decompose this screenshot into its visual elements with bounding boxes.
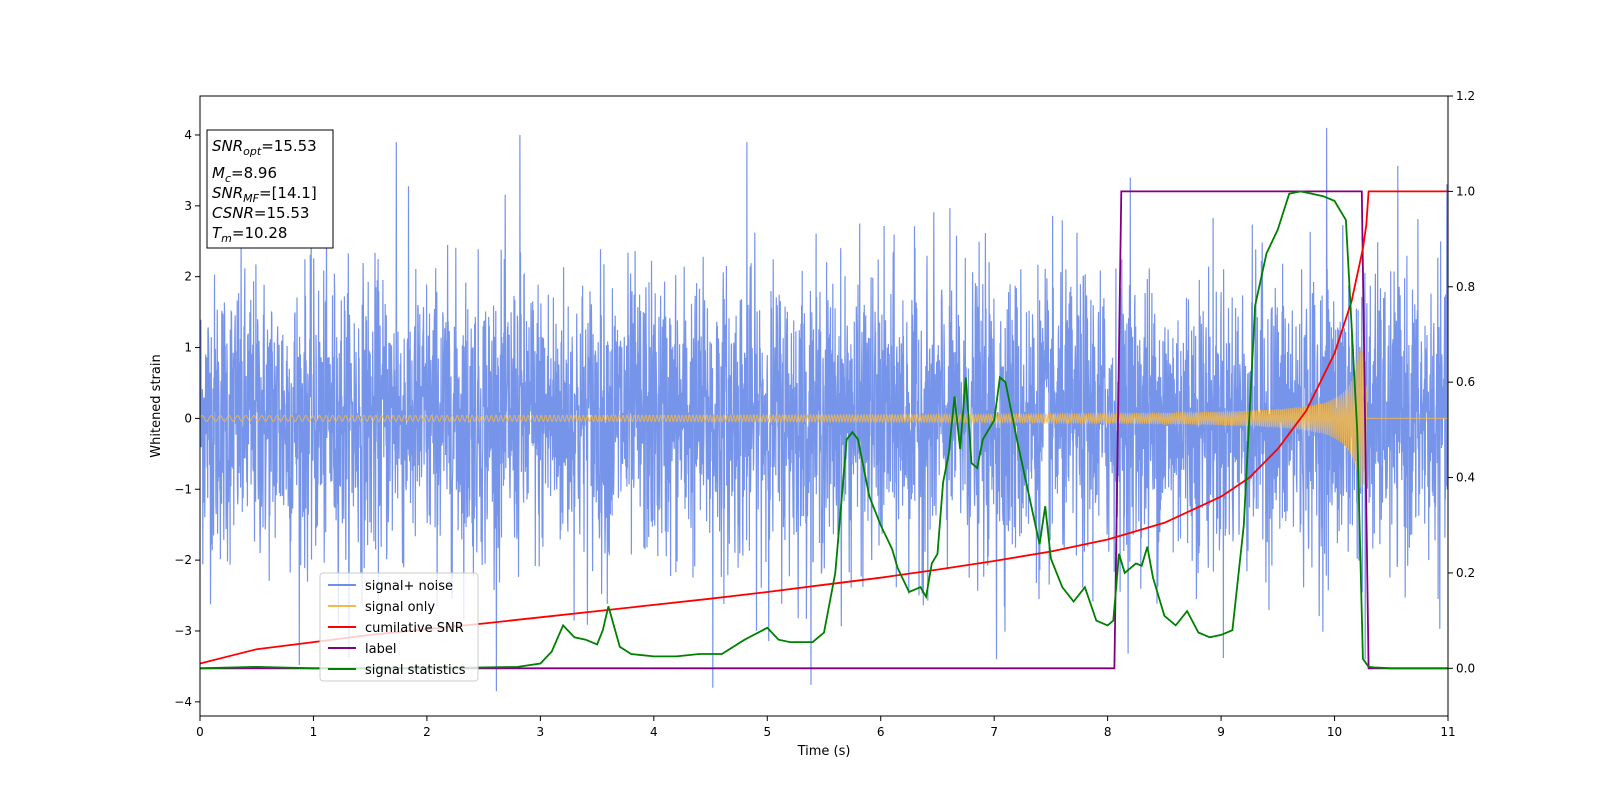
annotation-line: Mc=8.96 bbox=[212, 164, 277, 185]
y-tick-label: −4 bbox=[174, 695, 192, 709]
annotation-line: SNRMF=[14.1] bbox=[212, 184, 317, 205]
x-tick-label: 4 bbox=[650, 725, 658, 739]
x-tick-label: 10 bbox=[1327, 725, 1342, 739]
x-tick-label: 5 bbox=[763, 725, 771, 739]
x-axis: 0 1 2 3 4 5 6 7 8 9 10 11 bbox=[196, 716, 1456, 739]
y2-tick-label: 0.2 bbox=[1456, 566, 1475, 580]
y2-tick-label: 0.6 bbox=[1456, 375, 1475, 389]
y-tick-label: −1 bbox=[174, 482, 192, 496]
x-tick-label: 2 bbox=[423, 725, 431, 739]
y2-tick-label: 0.4 bbox=[1456, 471, 1475, 485]
x-tick-label: 6 bbox=[877, 725, 885, 739]
legend-label: cumilative SNR bbox=[365, 621, 464, 636]
series-signal-statistics bbox=[200, 190, 1448, 670]
y2-tick-label: 1.0 bbox=[1456, 184, 1475, 198]
y-tick-label: 4 bbox=[184, 128, 192, 142]
x-tick-label: 11 bbox=[1440, 725, 1455, 739]
x-tick-label: 8 bbox=[1104, 725, 1112, 739]
y2-tick-label: 1.2 bbox=[1456, 89, 1475, 103]
legend-label: signal only bbox=[365, 600, 435, 615]
y-tick-label: −2 bbox=[174, 553, 192, 567]
series-signal-only bbox=[200, 349, 1448, 488]
y-axis-label: Whitened strain bbox=[149, 354, 164, 457]
y2-tick-label: 0.0 bbox=[1456, 661, 1475, 675]
x-tick-label: 3 bbox=[537, 725, 545, 739]
legend: signal+ noise signal only cumilative SNR… bbox=[319, 572, 479, 682]
x-tick-label: 1 bbox=[310, 725, 318, 739]
x-tick-label: 7 bbox=[990, 725, 998, 739]
y-axis-left: 4 3 2 1 0 −1 −2 −3 −4 bbox=[174, 128, 200, 709]
annotation-line: Tm=10.28 bbox=[212, 224, 287, 245]
y-tick-label: −3 bbox=[174, 624, 192, 638]
y-tick-label: 0 bbox=[184, 411, 192, 425]
y-tick-label: 3 bbox=[184, 199, 192, 213]
y-tick-label: 1 bbox=[184, 341, 192, 355]
y-axis-right: 1.2 1.0 0.8 0.6 0.4 0.2 0.0 bbox=[1448, 89, 1475, 675]
annotation-line: SNRopt=15.53 bbox=[212, 137, 317, 158]
legend-label: signal statistics bbox=[365, 663, 466, 678]
y2-tick-label: 0.8 bbox=[1456, 280, 1475, 294]
annotation-line: CSNR=15.53 bbox=[212, 204, 309, 222]
x-axis-label: Time (s) bbox=[797, 744, 851, 759]
legend-label: label bbox=[365, 642, 396, 657]
y-tick-label: 2 bbox=[184, 270, 192, 284]
axes-frame bbox=[199, 95, 1449, 717]
legend-label: signal+ noise bbox=[365, 579, 453, 594]
x-tick-label: 9 bbox=[1217, 725, 1225, 739]
x-tick-label: 0 bbox=[196, 725, 204, 739]
annotation-box: SNRopt=15.53 Mc=8.96 SNRMF=[14.1] CSNR=1… bbox=[206, 129, 334, 249]
